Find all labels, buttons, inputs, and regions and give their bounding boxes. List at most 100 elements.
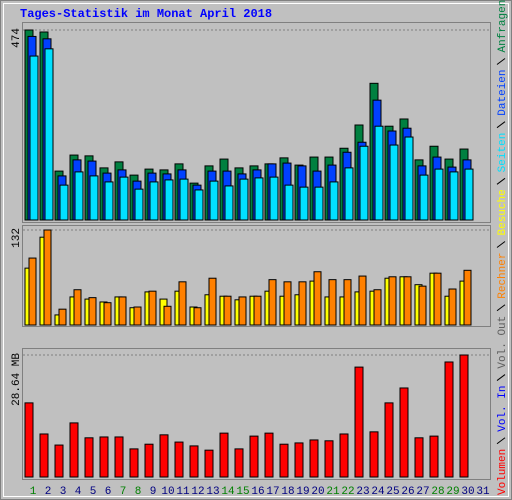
bar — [464, 168, 474, 221]
x-tick-label: 11 — [176, 486, 190, 498]
bar — [73, 289, 82, 326]
panel — [22, 22, 491, 223]
x-tick-label: 28 — [431, 486, 444, 498]
bar — [434, 168, 444, 221]
bar — [463, 269, 472, 326]
bar — [133, 306, 142, 326]
bar — [118, 296, 127, 326]
bar — [418, 285, 427, 326]
bar — [24, 402, 34, 478]
x-tick-label: 21 — [326, 486, 340, 498]
legend-separator — [496, 304, 506, 312]
bar — [344, 167, 354, 221]
legend-label: Besuche — [497, 189, 509, 235]
x-tick-label: 29 — [446, 486, 459, 498]
legend-label: Seiten — [497, 133, 509, 173]
bar — [148, 290, 157, 326]
bar — [193, 307, 202, 326]
bar — [279, 443, 289, 478]
chart-title: Tages-Statistik im Monat April 2018 — [20, 7, 272, 21]
bar — [134, 188, 144, 221]
legend-label: Vol. Out — [497, 316, 509, 369]
bar — [239, 178, 249, 221]
bar — [433, 272, 442, 326]
bar — [283, 281, 292, 326]
x-tick-label: 14 — [221, 486, 235, 498]
bar — [309, 439, 319, 478]
bar — [149, 181, 159, 221]
bar — [314, 186, 324, 221]
bar — [69, 422, 79, 478]
bar — [254, 177, 264, 221]
x-tick-label: 17 — [266, 486, 279, 498]
bar — [43, 229, 52, 326]
bar — [84, 437, 94, 478]
bar — [194, 189, 204, 221]
bar — [39, 433, 49, 478]
x-tick-label: 22 — [341, 486, 354, 498]
legend-separator — [496, 374, 506, 381]
bar — [339, 433, 349, 478]
legend-separator — [496, 437, 506, 445]
y-tick-label: 132 — [11, 228, 23, 248]
x-tick-label: 31 — [476, 486, 490, 498]
x-tick-label: 2 — [45, 486, 52, 498]
bar — [104, 181, 114, 221]
legend-separator — [496, 241, 506, 248]
x-tick-label: 15 — [236, 486, 249, 498]
bar — [189, 445, 199, 478]
bar — [58, 308, 67, 326]
x-tick-label: 1 — [30, 486, 37, 498]
legend-label: Vol. In — [497, 386, 509, 432]
bar — [459, 354, 469, 478]
bar — [324, 440, 334, 478]
bar — [419, 174, 429, 221]
panel — [22, 225, 491, 327]
bar — [204, 449, 214, 478]
bar — [343, 279, 352, 326]
legend-separator — [496, 58, 506, 65]
bar — [119, 176, 129, 221]
bar — [299, 186, 309, 221]
bar — [59, 184, 69, 221]
x-tick-label: 5 — [90, 486, 97, 498]
bar — [219, 432, 229, 478]
panel — [22, 348, 491, 480]
bar — [208, 277, 217, 326]
x-tick-label: 4 — [75, 486, 82, 498]
bar — [284, 184, 294, 221]
bar — [369, 431, 379, 478]
bar — [429, 435, 439, 478]
x-tick-label: 25 — [386, 486, 399, 498]
x-tick-label: 8 — [135, 486, 142, 498]
bar — [159, 434, 169, 478]
bar — [399, 387, 409, 478]
x-tick-label: 18 — [281, 486, 294, 498]
x-tick-label: 27 — [416, 486, 429, 498]
bar — [414, 437, 424, 478]
bar — [359, 145, 369, 221]
bar — [234, 448, 244, 478]
bar — [404, 136, 414, 221]
x-tick-label: 16 — [251, 486, 264, 498]
bar — [28, 257, 37, 326]
x-tick-label: 13 — [206, 486, 219, 498]
bar — [403, 276, 412, 326]
bar — [209, 180, 219, 221]
x-tick-label: 24 — [371, 486, 385, 498]
bar — [354, 366, 364, 478]
bar — [54, 444, 64, 478]
bar — [74, 171, 84, 221]
bar — [89, 175, 99, 221]
bar — [264, 432, 274, 478]
bar — [268, 279, 277, 326]
x-tick-label: 12 — [191, 486, 204, 498]
bar — [253, 295, 262, 326]
bar — [144, 443, 154, 478]
frame-inner — [3, 3, 509, 497]
x-tick-label: 20 — [311, 486, 324, 498]
legend-label: Volumen — [497, 449, 509, 495]
bar — [313, 271, 322, 326]
